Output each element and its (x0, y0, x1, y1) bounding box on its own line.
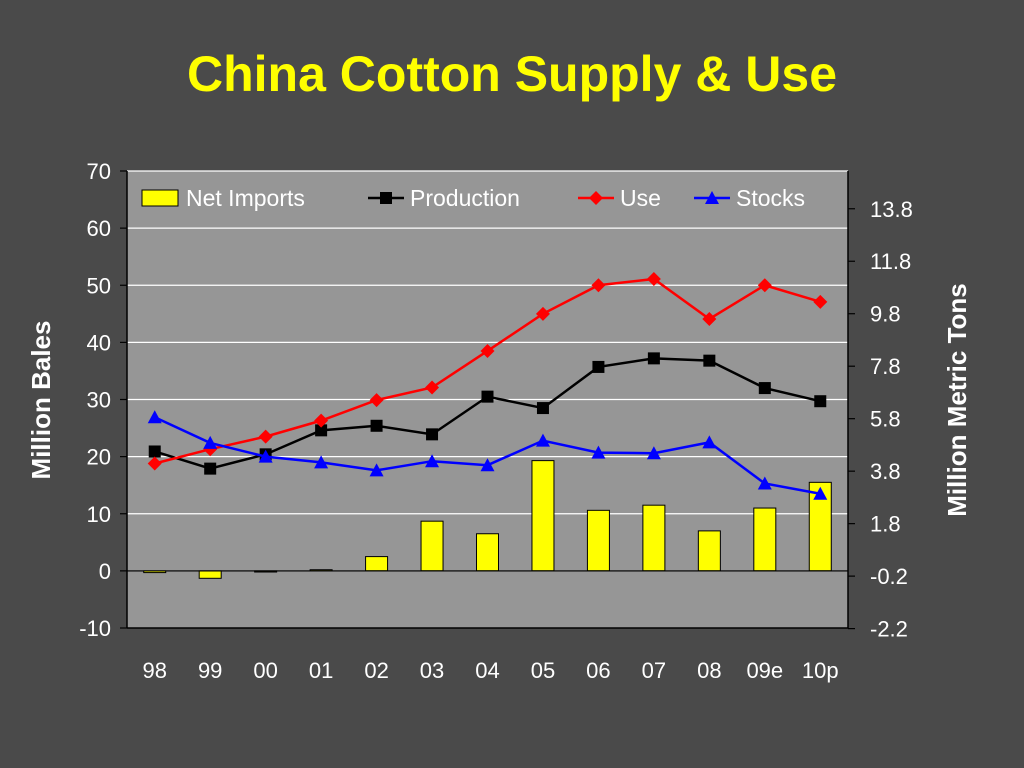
x-tick-label: 08 (697, 658, 721, 683)
point-use (646, 271, 661, 286)
bar-net-imports (365, 556, 389, 572)
bar-net-imports (753, 507, 777, 572)
point-stocks (314, 455, 329, 469)
bar-net-imports (642, 504, 666, 572)
point-use (591, 278, 606, 293)
point-production (703, 354, 716, 367)
point-use (425, 380, 440, 395)
point-use (702, 311, 717, 326)
point-production (315, 424, 328, 437)
y2-tick-label: 3.8 (870, 459, 901, 484)
y-tick-label: 30 (87, 388, 111, 413)
point-stocks (646, 446, 661, 460)
point-stocks (480, 458, 495, 472)
point-stocks (258, 449, 273, 463)
x-tick-label: 99 (198, 658, 222, 683)
y-tick-label: 10 (87, 502, 111, 527)
bar-net-imports (420, 520, 444, 572)
legend-marker-use (589, 191, 603, 205)
point-stocks (702, 435, 717, 449)
x-tick-label: 09e (746, 658, 783, 683)
point-stocks (535, 433, 550, 447)
legend-label-use: Use (620, 185, 661, 211)
page-title: China Cotton Supply & Use (187, 46, 837, 102)
y2-tick-label: -0.2 (870, 564, 908, 589)
y2-tick-label: 5.8 (870, 407, 901, 432)
x-tick-label: 04 (475, 658, 499, 683)
point-stocks (147, 410, 162, 424)
point-production (814, 395, 827, 408)
y2-tick-label: 13.8 (870, 197, 913, 222)
point-use (147, 456, 162, 471)
point-use (314, 413, 329, 428)
point-stocks (425, 454, 440, 468)
x-tick-label: 98 (142, 658, 166, 683)
x-tick-label: 05 (531, 658, 555, 683)
y2-tick-label: 9.8 (870, 302, 901, 327)
y-tick-label: 70 (87, 159, 111, 184)
legend-label-net-imports: Net Imports (186, 185, 305, 211)
bar-net-imports (586, 509, 610, 572)
bar-net-imports (531, 460, 555, 572)
point-production (148, 445, 161, 458)
y2-tick-label: -2.2 (870, 617, 908, 642)
bar-net-imports (198, 570, 222, 579)
x-tick-label: 01 (309, 658, 333, 683)
legend-label-stocks: Stocks (736, 185, 805, 211)
point-production (481, 390, 494, 403)
point-stocks (369, 463, 384, 477)
x-tick-label: 10p (802, 658, 839, 683)
y-tick-label: 50 (87, 273, 111, 298)
point-use (757, 278, 772, 293)
point-use (813, 294, 828, 309)
point-use (480, 343, 495, 358)
legend-swatch-net-imports (141, 189, 179, 207)
x-tick-label: 06 (586, 658, 610, 683)
point-production (536, 402, 549, 415)
legend-marker-stocks (705, 191, 719, 204)
point-stocks (203, 435, 218, 449)
x-tick-label: 07 (642, 658, 666, 683)
legend-marker-production (380, 192, 392, 204)
x-tick-label: 00 (253, 658, 277, 683)
y2-tick-label: 1.8 (870, 512, 901, 537)
point-use (258, 429, 273, 444)
y2-axis-label: Million Metric Tons (942, 283, 972, 517)
point-stocks (813, 486, 828, 500)
y2-tick-label: 11.8 (870, 249, 911, 274)
point-production (647, 352, 660, 365)
point-production (204, 462, 217, 475)
y-axis-label: Million Bales (26, 321, 56, 480)
point-production (758, 382, 771, 395)
x-tick-label: 03 (420, 658, 444, 683)
point-production (426, 428, 439, 441)
point-production (592, 360, 605, 373)
y-tick-label: 40 (87, 330, 111, 355)
point-stocks (757, 476, 772, 490)
point-use (369, 393, 384, 408)
legend-label-production: Production (410, 185, 520, 211)
y-tick-label: 20 (87, 445, 111, 470)
y2-tick-label: 7.8 (870, 354, 901, 379)
point-use (535, 306, 550, 321)
bar-net-imports (476, 533, 499, 572)
y-tick-label: -10 (79, 616, 111, 641)
y-tick-label: 60 (87, 216, 111, 241)
point-stocks (591, 445, 606, 459)
y-tick-label: 0 (99, 559, 111, 584)
x-tick-label: 02 (364, 658, 388, 683)
bar-net-imports (697, 530, 721, 572)
point-production (370, 419, 383, 432)
